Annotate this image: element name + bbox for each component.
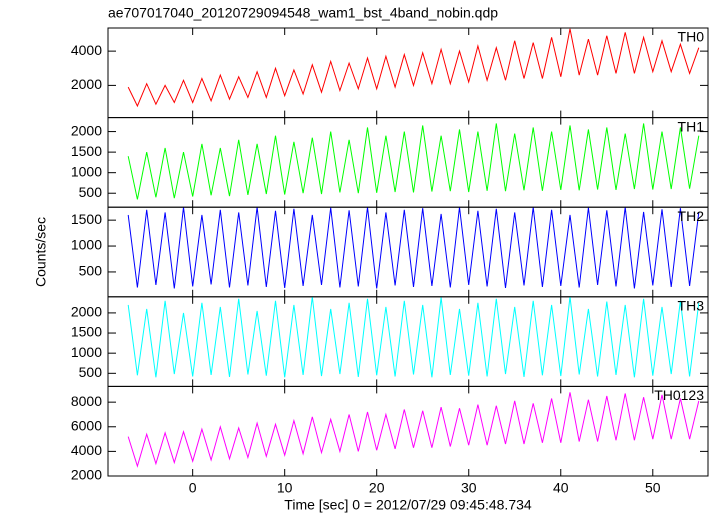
chart-title: ae707017040_20120729094548_wam1_bst_4ban… <box>108 5 498 21</box>
y-tick-label: 2000 <box>71 122 102 138</box>
y-tick-label: 8000 <box>71 393 102 409</box>
y-tick-label: 2000 <box>71 304 102 320</box>
panel-label: TH3 <box>678 298 705 314</box>
series-line <box>127 392 700 468</box>
x-tick-label: 30 <box>461 480 477 496</box>
y-tick-label: 1500 <box>71 143 102 159</box>
panel-label: TH2 <box>678 208 705 224</box>
x-tick-label: 10 <box>277 480 293 496</box>
panel-label: TH0123 <box>654 387 704 403</box>
series-line <box>127 28 700 108</box>
y-tick-label: 1500 <box>71 324 102 340</box>
x-axis-label: Time [sec] 0 = 2012/07/29 09:45:48.734 <box>284 497 532 513</box>
y-tick-label: 1000 <box>71 237 102 253</box>
y-tick-label: 500 <box>79 263 103 279</box>
panel-frame <box>107 385 709 477</box>
y-tick-label: 2000 <box>71 76 102 92</box>
x-tick-label: 40 <box>553 480 569 496</box>
x-tick-label: 20 <box>369 480 385 496</box>
x-tick-label: 50 <box>645 480 661 496</box>
panel-label: TH0 <box>678 29 705 45</box>
y-tick-label: 500 <box>79 184 103 200</box>
series-line <box>127 123 700 200</box>
y-tick-label: 500 <box>79 364 103 380</box>
y-tick-label: 1500 <box>71 211 102 227</box>
y-tick-label: 1000 <box>71 163 102 179</box>
y-tick-label: 6000 <box>71 417 102 433</box>
x-tick-label: 0 <box>189 480 197 496</box>
y-tick-label: 2000 <box>71 467 102 483</box>
y-tick-label: 4000 <box>71 42 102 58</box>
panel-label: TH1 <box>678 118 705 134</box>
y-tick-label: 1000 <box>71 344 102 360</box>
y-axis-label: Counts/sec <box>33 217 49 287</box>
y-tick-label: 4000 <box>71 442 102 458</box>
series-line <box>127 296 700 378</box>
series-line <box>127 207 700 289</box>
